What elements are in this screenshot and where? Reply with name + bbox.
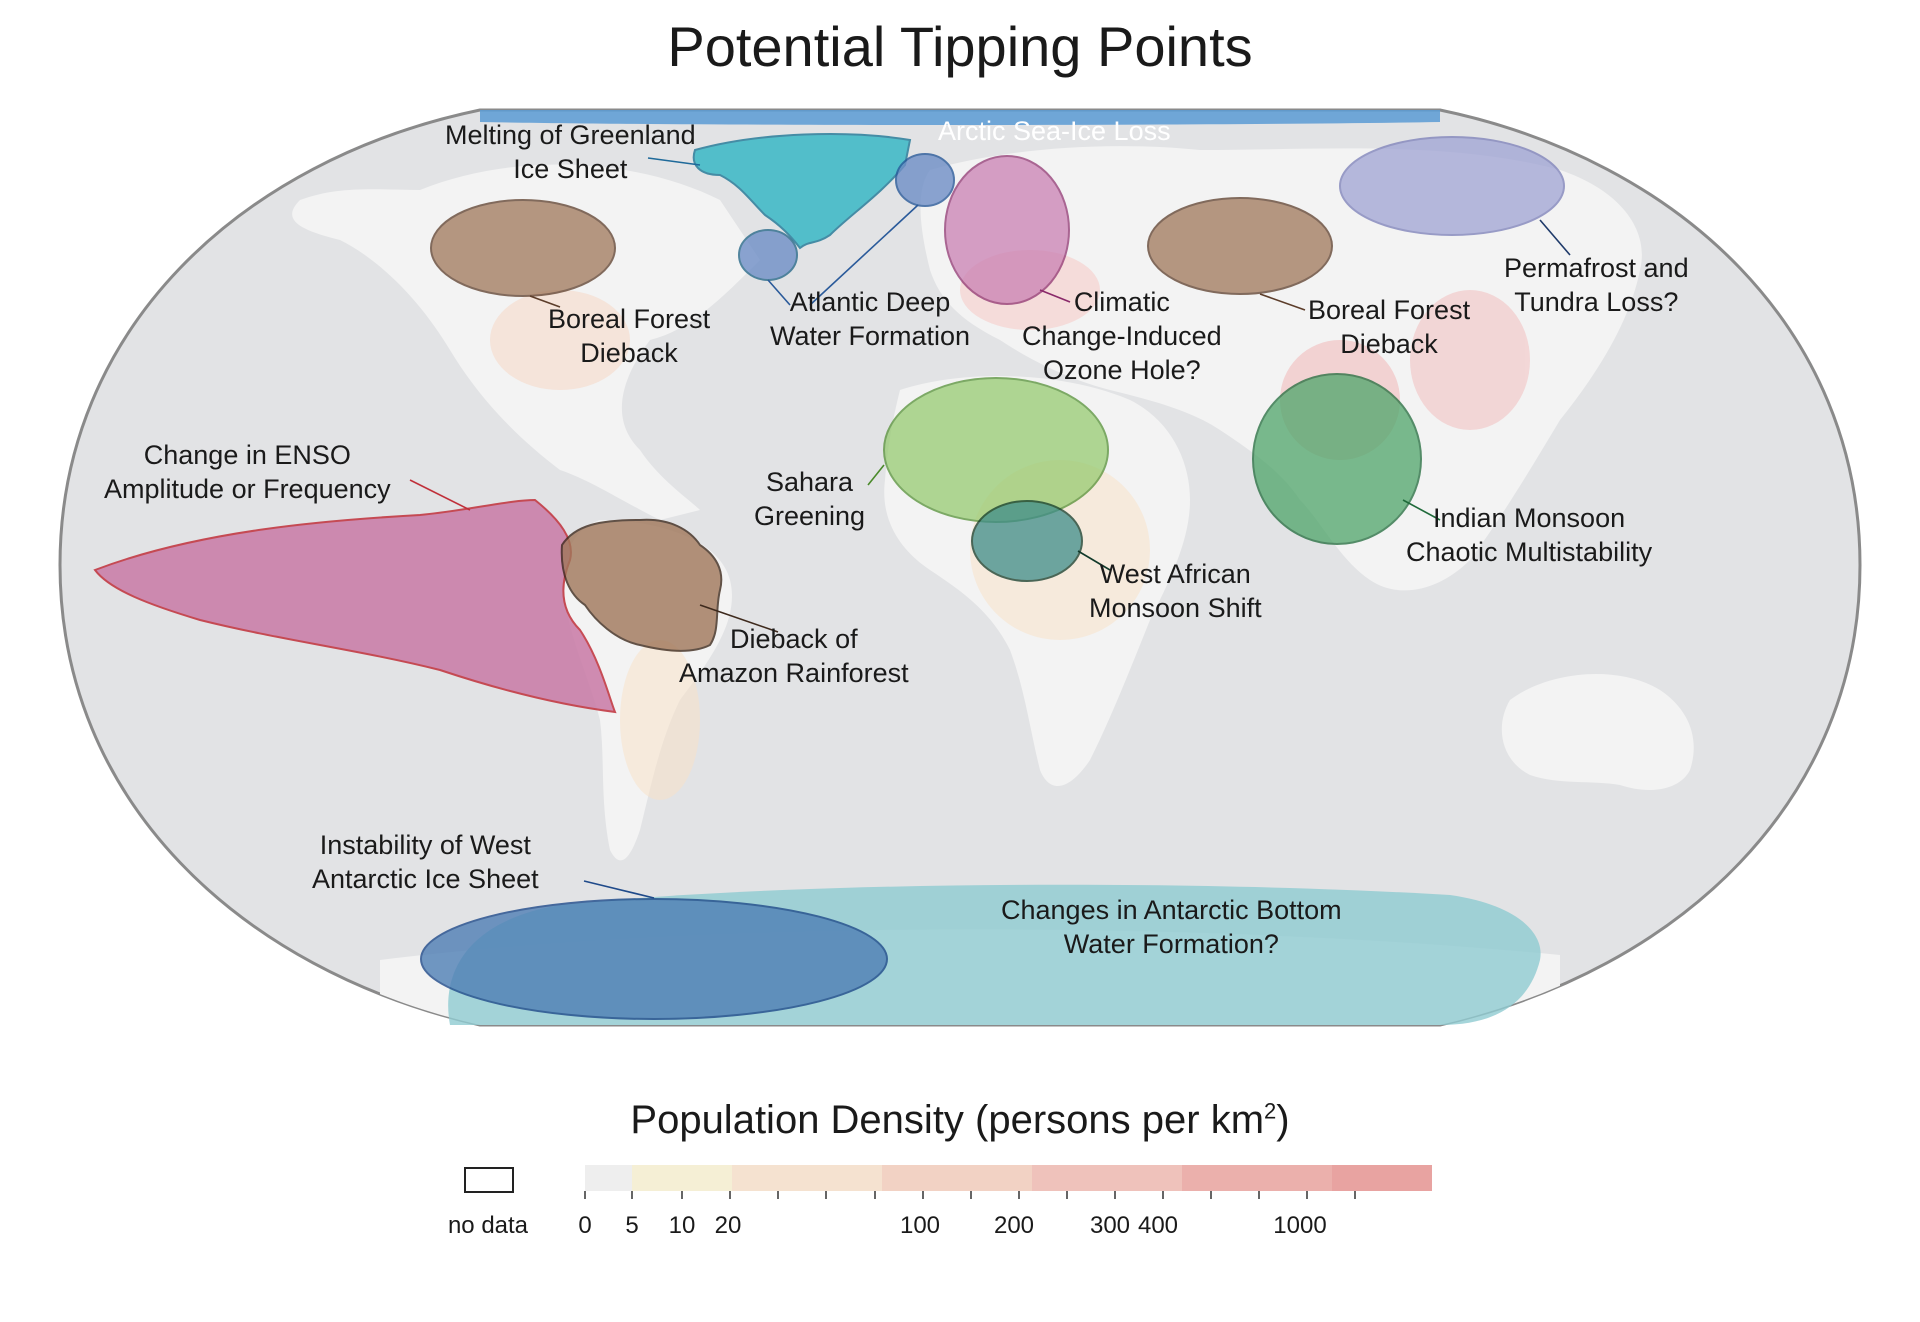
label-enso: Change in ENSO Amplitude or Frequency: [104, 440, 391, 504]
label-greenland: Melting of Greenland Ice Sheet: [445, 120, 696, 184]
label-indian-monsoon: Indian Monsoon Chaotic Multistability: [1406, 503, 1653, 567]
atlantic-deep-region-2: [738, 229, 798, 281]
west-antarctic-region: [420, 898, 888, 1020]
leader-enso: [409, 479, 471, 511]
legend-tick-label: 100: [899, 1212, 941, 1239]
map-title: Potential Tipping Points: [667, 15, 1253, 78]
enso-region: [93, 498, 617, 714]
label-permafrost: Permafrost and Tundra Loss?: [1504, 253, 1689, 317]
legend-tick-label: 200: [993, 1212, 1035, 1239]
label-atlantic-deep: Atlantic Deep Water Formation: [770, 287, 971, 351]
boreal-na-region: [430, 199, 616, 297]
leader-boreal-eu: [1259, 293, 1306, 311]
leader-sahara: [867, 464, 885, 486]
legend-no-data-label: no data: [447, 1212, 529, 1239]
no-data-swatch: [464, 1167, 514, 1193]
label-sahara: Sahara Greening: [754, 467, 866, 531]
colorbar-ticks: [584, 1191, 1356, 1199]
arctic-sea-ice-region: [480, 110, 1440, 125]
label-arctic-sea-ice: Arctic Sea-Ice Loss: [938, 116, 1171, 146]
legend-tick-label: 1000: [1273, 1212, 1327, 1239]
label-antarctic-bottom: Changes in Antarctic Bottom Water Formati…: [1001, 895, 1342, 959]
legend-title: Population Density (persons per km2): [630, 1098, 1290, 1142]
permafrost-region: [1339, 136, 1565, 236]
legend-tick-label: 300: [1089, 1212, 1131, 1239]
leader-permafrost: [1539, 219, 1571, 256]
west-african-region: [971, 500, 1083, 582]
label-boreal-eurasia: Boreal Forest Dieback: [1308, 295, 1471, 359]
leader-lines: [409, 157, 1571, 899]
label-boreal-na: Boreal Forest Dieback: [548, 304, 711, 368]
boreal-eurasia-region: [1147, 197, 1333, 295]
land-eurasia: [920, 146, 1642, 591]
leader-boreal-na: [529, 295, 561, 308]
ozone-region: [944, 155, 1070, 305]
indian-monsoon-region: [1252, 373, 1422, 545]
land-australia: [1501, 673, 1694, 790]
amazon-region: [560, 518, 723, 652]
legend-tick-label: 5: [625, 1212, 639, 1239]
legend-colorbar: [464, 1165, 1432, 1199]
sahara-region: [883, 377, 1109, 523]
label-ozone: Climatic Change-Induced Ozone Hole?: [1022, 287, 1222, 385]
atlantic-deep-region-1: [895, 153, 955, 207]
label-amazon: Dieback of Amazon Rainforest: [679, 624, 909, 688]
leader-amazon: [699, 604, 779, 633]
legend-tick-label: 400: [1137, 1212, 1179, 1239]
leader-west-african: [1077, 550, 1111, 571]
legend-tick-label: 0: [578, 1212, 592, 1239]
greenland-region: [692, 133, 912, 250]
leader-west-antarctic: [583, 880, 655, 899]
leader-indian: [1402, 499, 1441, 521]
leader-atlantic-1: [767, 279, 791, 306]
legend-tick-label: 20: [714, 1212, 742, 1239]
leader-atlantic-2: [809, 204, 919, 306]
legend-tick-label: 10: [668, 1212, 696, 1239]
leader-ozone: [1039, 289, 1071, 303]
label-west-african: West African Monsoon Shift: [1089, 559, 1262, 623]
leader-greenland: [647, 157, 701, 166]
label-west-antarctic: Instability of West Antarctic Ice Sheet: [312, 830, 539, 894]
